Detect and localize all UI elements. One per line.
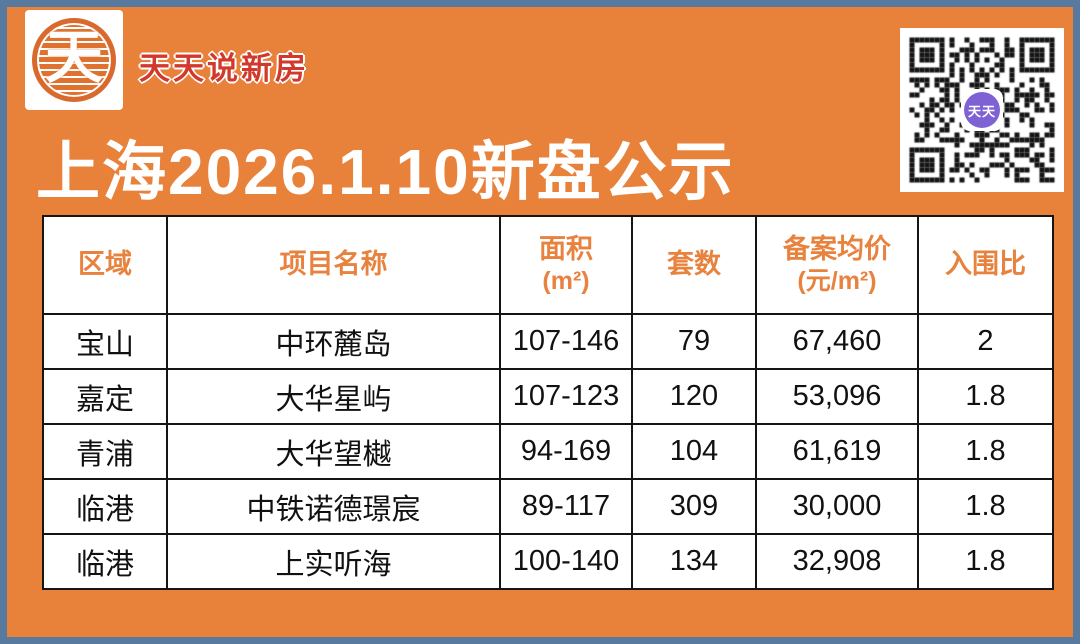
column-header: 面积 (m²) — [499, 215, 633, 315]
cell-units: 79 — [631, 313, 757, 370]
cell-area: 94-169 — [499, 423, 633, 480]
cell-price: 67,460 — [755, 313, 919, 370]
column-header-label: 备案均价 — [783, 233, 891, 264]
cell-units: 104 — [631, 423, 757, 480]
cell-price: 53,096 — [755, 368, 919, 425]
cell-region: 宝山 — [42, 313, 168, 370]
column-header-unit: (元/m²) — [797, 267, 877, 296]
cell-price: 32,908 — [755, 533, 919, 590]
cell-region: 嘉定 — [42, 368, 168, 425]
column-header: 入围比 — [917, 215, 1054, 315]
column-header: 备案均价 (元/m²) — [755, 215, 919, 315]
cell-ratio: 1.8 — [917, 368, 1054, 425]
cell-price: 30,000 — [755, 478, 919, 535]
column-header: 区域 — [42, 215, 168, 315]
cell-ratio: 1.8 — [917, 478, 1054, 535]
cell-region: 临港 — [42, 533, 168, 590]
column-header: 项目名称 — [166, 215, 501, 315]
cell-area: 100-140 — [499, 533, 633, 590]
table-row: 宝山 中环麓岛 107-146 79 67,460 2 — [42, 313, 1054, 370]
cell-units: 120 — [631, 368, 757, 425]
column-header-label: 套数 — [667, 249, 721, 280]
table-row: 临港 中铁诺德璟宸 89-117 309 30,000 1.8 — [42, 478, 1054, 535]
column-header-unit: (m²) — [542, 267, 590, 296]
column-header-label: 入围比 — [945, 249, 1026, 280]
cell-units: 134 — [631, 533, 757, 590]
cell-region: 临港 — [42, 478, 168, 535]
cell-project: 中铁诺德璟宸 — [166, 478, 501, 535]
brand-seal-icon: 天 — [32, 18, 116, 102]
table-row: 临港 上实听海 100-140 134 32,908 1.8 — [42, 533, 1054, 590]
page-title: 上海2026.1.10新盘公示 — [36, 136, 735, 208]
cell-price: 61,619 — [755, 423, 919, 480]
column-header-label: 面积 — [539, 233, 593, 264]
column-header-label: 区域 — [78, 249, 132, 280]
table-row: 青浦 大华望樾 94-169 104 61,619 1.8 — [42, 423, 1054, 480]
qr-pattern: 天天 — [907, 35, 1057, 185]
qr-code: 天天 — [900, 28, 1064, 192]
qr-center-logo-icon: 天天 — [964, 92, 1000, 128]
cell-ratio: 2 — [917, 313, 1054, 370]
qr-center-badge: 天天 — [961, 89, 1003, 131]
brand-name: 天天说新房 — [139, 51, 309, 86]
cell-project: 大华星屿 — [166, 368, 501, 425]
brand-logo: 天 — [25, 10, 123, 110]
cell-area: 107-123 — [499, 368, 633, 425]
cell-area: 89-117 — [499, 478, 633, 535]
cell-project: 中环麓岛 — [166, 313, 501, 370]
table-header-row: 区域 项目名称 面积 (m²) 套数 备案均价 (元/m²) 入围比 — [42, 215, 1054, 315]
cell-units: 309 — [631, 478, 757, 535]
brand-seal-character: 天 — [44, 25, 103, 90]
cell-ratio: 1.8 — [917, 533, 1054, 590]
cell-project: 大华望樾 — [166, 423, 501, 480]
cell-project: 上实听海 — [166, 533, 501, 590]
cell-area: 107-146 — [499, 313, 633, 370]
listings-table: 区域 项目名称 面积 (m²) 套数 备案均价 (元/m²) 入围比 宝山 中环麓岛 107-14… — [42, 215, 1054, 590]
column-header: 套数 — [631, 215, 757, 315]
cell-region: 青浦 — [42, 423, 168, 480]
cell-ratio: 1.8 — [917, 423, 1054, 480]
table-row: 嘉定 大华星屿 107-123 120 53,096 1.8 — [42, 368, 1054, 425]
column-header-label: 项目名称 — [279, 249, 388, 280]
